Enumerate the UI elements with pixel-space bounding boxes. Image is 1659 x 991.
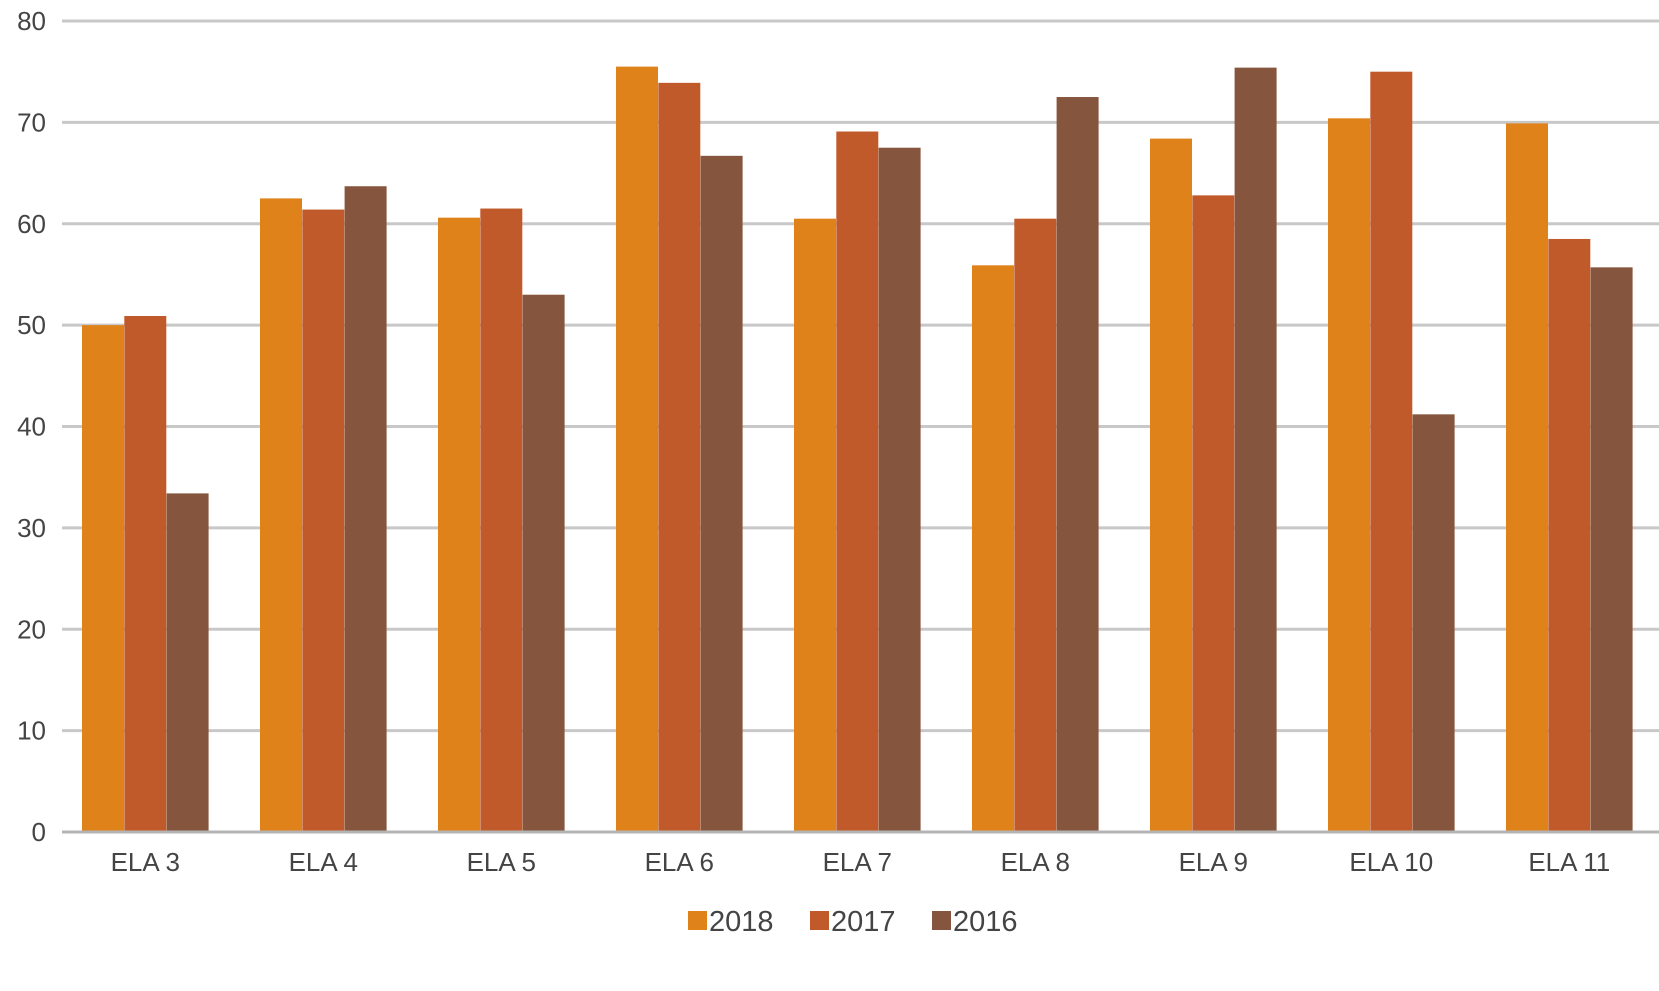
x-tick-label: ELA 8	[1001, 847, 1070, 877]
bar-group	[616, 66, 743, 833]
x-tick-label: ELA 11	[1528, 847, 1610, 877]
bar-group	[438, 208, 565, 833]
legend-swatch	[810, 911, 829, 930]
bar	[1192, 195, 1235, 833]
bar	[616, 66, 658, 832]
legend-item: 2016	[932, 906, 1018, 938]
bar	[836, 131, 879, 832]
legend-item: 2017	[810, 906, 896, 938]
bar	[1014, 218, 1057, 832]
y-tick-label: 40	[17, 412, 46, 442]
x-tick-label: ELA 7	[823, 847, 892, 877]
x-tick-label: ELA 10	[1349, 847, 1433, 877]
bar	[124, 316, 167, 833]
bar	[438, 217, 480, 833]
bar	[1412, 414, 1455, 832]
bar	[522, 294, 565, 832]
bar-group	[82, 316, 209, 833]
bars	[62, 66, 1659, 834]
bar	[658, 82, 701, 833]
legend-label: 2017	[831, 906, 896, 938]
bar-group	[972, 97, 1099, 833]
bar-group	[1506, 123, 1633, 833]
bar	[1590, 267, 1633, 832]
x-tick-label: ELA 4	[289, 847, 358, 877]
legend-label: 2018	[709, 906, 774, 938]
bar	[344, 186, 387, 832]
bar-group	[794, 131, 921, 832]
bar	[1370, 71, 1413, 832]
legend-label: 2016	[953, 906, 1018, 938]
x-tick-label: ELA 6	[645, 847, 714, 877]
bar	[794, 218, 836, 832]
y-tick-label: 30	[17, 513, 46, 543]
bar	[1234, 67, 1277, 832]
y-tick-label: 60	[17, 209, 46, 239]
bar	[480, 208, 523, 832]
bar	[302, 209, 345, 832]
x-tick-label: ELA 5	[467, 847, 536, 877]
bar	[700, 155, 743, 833]
x-axis-ticks: ELA 3 ELA 4 ELA 5 ELA 6 ELA 7 ELA 8 ELA 9 ELA 1…	[111, 847, 1611, 877]
y-tick-label: 70	[17, 107, 46, 137]
legend-swatch	[688, 911, 707, 930]
y-tick-label: 0	[32, 817, 46, 847]
bar	[1150, 138, 1192, 833]
bar	[1056, 97, 1099, 832]
bar	[260, 198, 302, 832]
y-tick-label: 10	[17, 716, 46, 746]
y-tick-label: 20	[17, 614, 46, 644]
bar	[878, 147, 921, 832]
bar	[166, 493, 209, 832]
y-tick-label: 50	[17, 310, 46, 340]
bar-group	[1328, 71, 1455, 832]
bar	[972, 265, 1014, 833]
bar	[1506, 123, 1548, 833]
bar-group	[260, 186, 387, 832]
bar	[1328, 118, 1370, 832]
bar-group	[1150, 67, 1277, 833]
legend-item: 2018	[688, 906, 774, 938]
bar	[1548, 238, 1591, 833]
y-axis-ticks: 0 10 20 30 40 50 60 70 80	[17, 6, 46, 847]
legend-swatch	[932, 911, 951, 930]
x-tick-label: ELA 3	[111, 847, 180, 877]
legend: 2018 2017 2016	[688, 906, 1018, 938]
x-tick-label: ELA 9	[1179, 847, 1248, 877]
y-tick-label: 80	[17, 6, 46, 36]
bar	[82, 325, 124, 832]
